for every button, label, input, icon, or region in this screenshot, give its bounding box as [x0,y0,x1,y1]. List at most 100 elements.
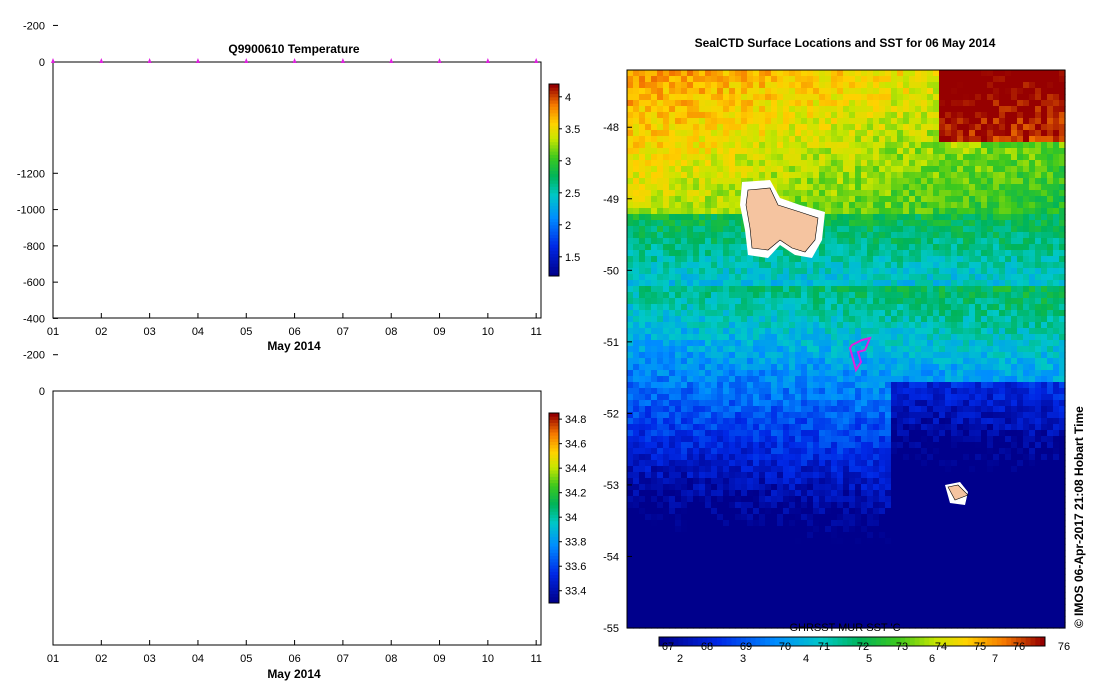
sst-cell [855,142,862,149]
sst-cell [963,148,970,155]
sst-cell [831,112,838,119]
sst-cell [735,142,742,149]
sst-cell [813,136,820,143]
sst-cell [1053,136,1060,143]
sst-cell [993,190,1000,197]
sst-cell [675,142,682,149]
sst-cell [885,172,892,179]
sst-cell [771,82,778,89]
sst-cell [1041,106,1048,113]
sst-cell [903,148,910,155]
sst-cell [999,94,1006,101]
sst-cell [771,136,778,143]
sst-cell [675,160,682,167]
sst-cell [903,100,910,107]
sst-cell [633,106,640,113]
colorbar-cell [549,180,559,184]
sst-cell [939,136,946,143]
sst-cell [681,166,688,173]
sst-cell [627,130,634,137]
sst-cell [693,142,700,149]
x-tick-label: 11 [530,326,541,338]
x-tick-label: 10 [482,653,494,665]
sst-cell [819,178,826,185]
colorbar-cell [549,441,559,446]
colorbar-cell [549,151,559,155]
sst-cell [945,100,952,107]
sst-cell [777,70,784,77]
salinity-x-ticks: 01 02 03 04 05 06 07 08 09 10 11 [47,640,542,665]
sst-cell [987,178,994,185]
sst-cell [921,130,928,137]
sst-cell [933,190,940,197]
sst-cell [999,178,1006,185]
sst-cell [1035,160,1042,167]
sst-cell [699,94,706,101]
sst-cell [681,82,688,89]
sst-cell [825,118,832,125]
sst-cell [657,124,664,131]
sst-cell [951,88,958,95]
colorbar-cell [549,186,559,191]
sst-cell [1005,136,1012,143]
sst-cell [669,100,676,107]
x-tick-label: 11 [530,653,541,665]
sst-cell [843,142,850,149]
sst-cell [753,142,760,149]
sst-cell [903,88,910,95]
sst-cell [855,76,862,83]
sst-cell [969,148,976,155]
sst-cell [855,118,862,125]
sst-cell [825,142,832,149]
temperature-title: Q9900610 Temperature [228,42,360,56]
sst-cell [675,82,682,89]
temperature-x-ticks: 01 02 03 04 05 06 07 08 09 10 11 [47,313,542,338]
sst-cell [669,82,676,89]
sst-cell [909,112,916,119]
sst-cell [789,88,796,95]
sst-cell [687,154,694,161]
sst-cell [633,184,640,191]
sst-cell [651,130,658,137]
sst-cell [663,88,670,95]
sst-cell [651,76,658,83]
sst-cell [915,178,922,185]
sst-cell [1005,88,1012,95]
sst-cell [753,124,760,131]
sst-cell [687,100,694,107]
sst-cell [843,172,850,179]
sst-cell [639,88,646,95]
sst-cell [1041,142,1048,149]
sst-cell [897,136,904,143]
sst-cell [951,112,958,119]
x-tick-label: 03 [144,326,156,338]
sst-cell [987,70,994,77]
sst-cell [903,154,910,161]
sst-cell [1041,160,1048,167]
sst-cell [1023,106,1030,113]
sst-cell [1047,178,1054,185]
sst-cell [849,94,856,101]
sst-cell [795,178,802,185]
colorbar-cell [549,482,559,487]
colorbar-cell [549,552,559,556]
sst-cell [789,94,796,101]
sst-cell [717,124,724,131]
sst-cell [813,142,820,149]
sst-cell [801,184,808,191]
sst-cell [867,112,874,119]
sst-cell [1059,160,1066,167]
sst-cell [813,106,820,113]
sst-cell [1035,148,1042,155]
sst-cell [933,172,940,179]
sst-cell [663,190,670,197]
sst-cell [891,112,898,119]
colorbar-cell [549,508,559,512]
sst-cell [717,172,724,179]
sst-cell [831,154,838,161]
sst-cell [825,124,832,131]
sst-cell [963,184,970,191]
sst-cell [783,124,790,131]
sst-cell [741,70,748,77]
sst-cell [675,106,682,113]
